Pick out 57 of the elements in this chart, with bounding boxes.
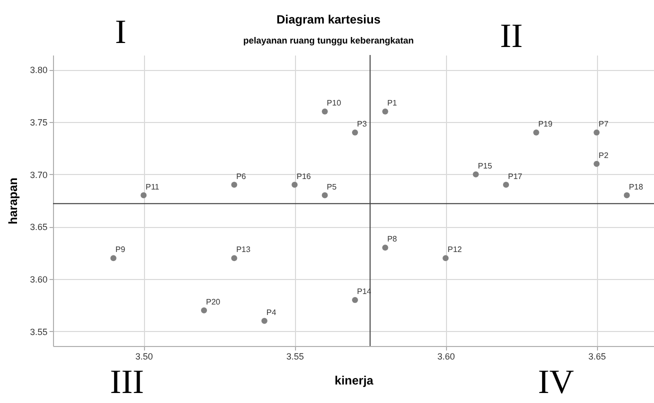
annotation: P16	[296, 172, 312, 181]
point	[352, 296, 358, 303]
x-tick-label: 3.55	[286, 352, 304, 362]
point	[472, 171, 479, 178]
point	[533, 129, 540, 136]
annotation: P13	[236, 245, 251, 254]
point	[594, 160, 600, 167]
annotation: P9	[115, 245, 126, 254]
annotation: P6	[236, 172, 247, 181]
point	[140, 192, 147, 198]
y-tick-label: 3.70	[30, 170, 48, 180]
annotation: P17	[508, 172, 523, 181]
text: IV	[538, 364, 574, 401]
text: I	[115, 14, 126, 51]
y-tick-label: 3.55	[30, 326, 48, 337]
annotation: P3	[357, 119, 368, 128]
annotation: P18	[628, 182, 644, 192]
annotation: P15	[478, 161, 493, 170]
y-tick-label: 3.60	[30, 274, 48, 285]
annotation: P11	[146, 182, 160, 192]
annotation: P1	[387, 98, 398, 108]
text: III	[110, 364, 144, 401]
point	[231, 182, 238, 188]
annotation: P5	[326, 182, 338, 192]
annotation: P2	[598, 150, 609, 160]
point	[231, 255, 238, 262]
y-tick-label: 3.75	[30, 117, 48, 128]
point	[201, 307, 208, 314]
point	[624, 192, 630, 198]
point	[442, 255, 449, 262]
chart-subtitle: pelayanan ruang tunggu keberangkatan	[243, 36, 414, 46]
point	[503, 182, 510, 188]
point	[382, 108, 388, 115]
chart-title: Diagram kartesius	[276, 12, 381, 26]
y-tick-label: 3.65	[30, 222, 48, 232]
point	[594, 129, 600, 136]
point	[261, 318, 268, 324]
point	[292, 182, 298, 188]
point	[322, 108, 328, 115]
annotation: P12	[448, 245, 462, 254]
annotation: P4	[266, 308, 277, 317]
point	[352, 129, 358, 136]
text: II	[500, 18, 523, 55]
x-tick-label: 3.65	[588, 352, 606, 362]
x-tick-label: 3.60	[437, 352, 455, 362]
y-axis-title: harapan	[6, 178, 20, 224]
x-axis-title: kinerja	[334, 374, 374, 388]
annotation: P10	[326, 98, 342, 108]
annotation: P8	[387, 234, 398, 244]
annotation: P20	[206, 297, 221, 306]
annotation: P19	[538, 119, 553, 128]
point	[110, 255, 116, 262]
y-tick-label: 3.80	[30, 65, 48, 76]
annotation: P7	[598, 119, 609, 128]
point	[382, 244, 388, 251]
point	[322, 192, 328, 198]
x-tick-label: 3.50	[135, 352, 153, 362]
